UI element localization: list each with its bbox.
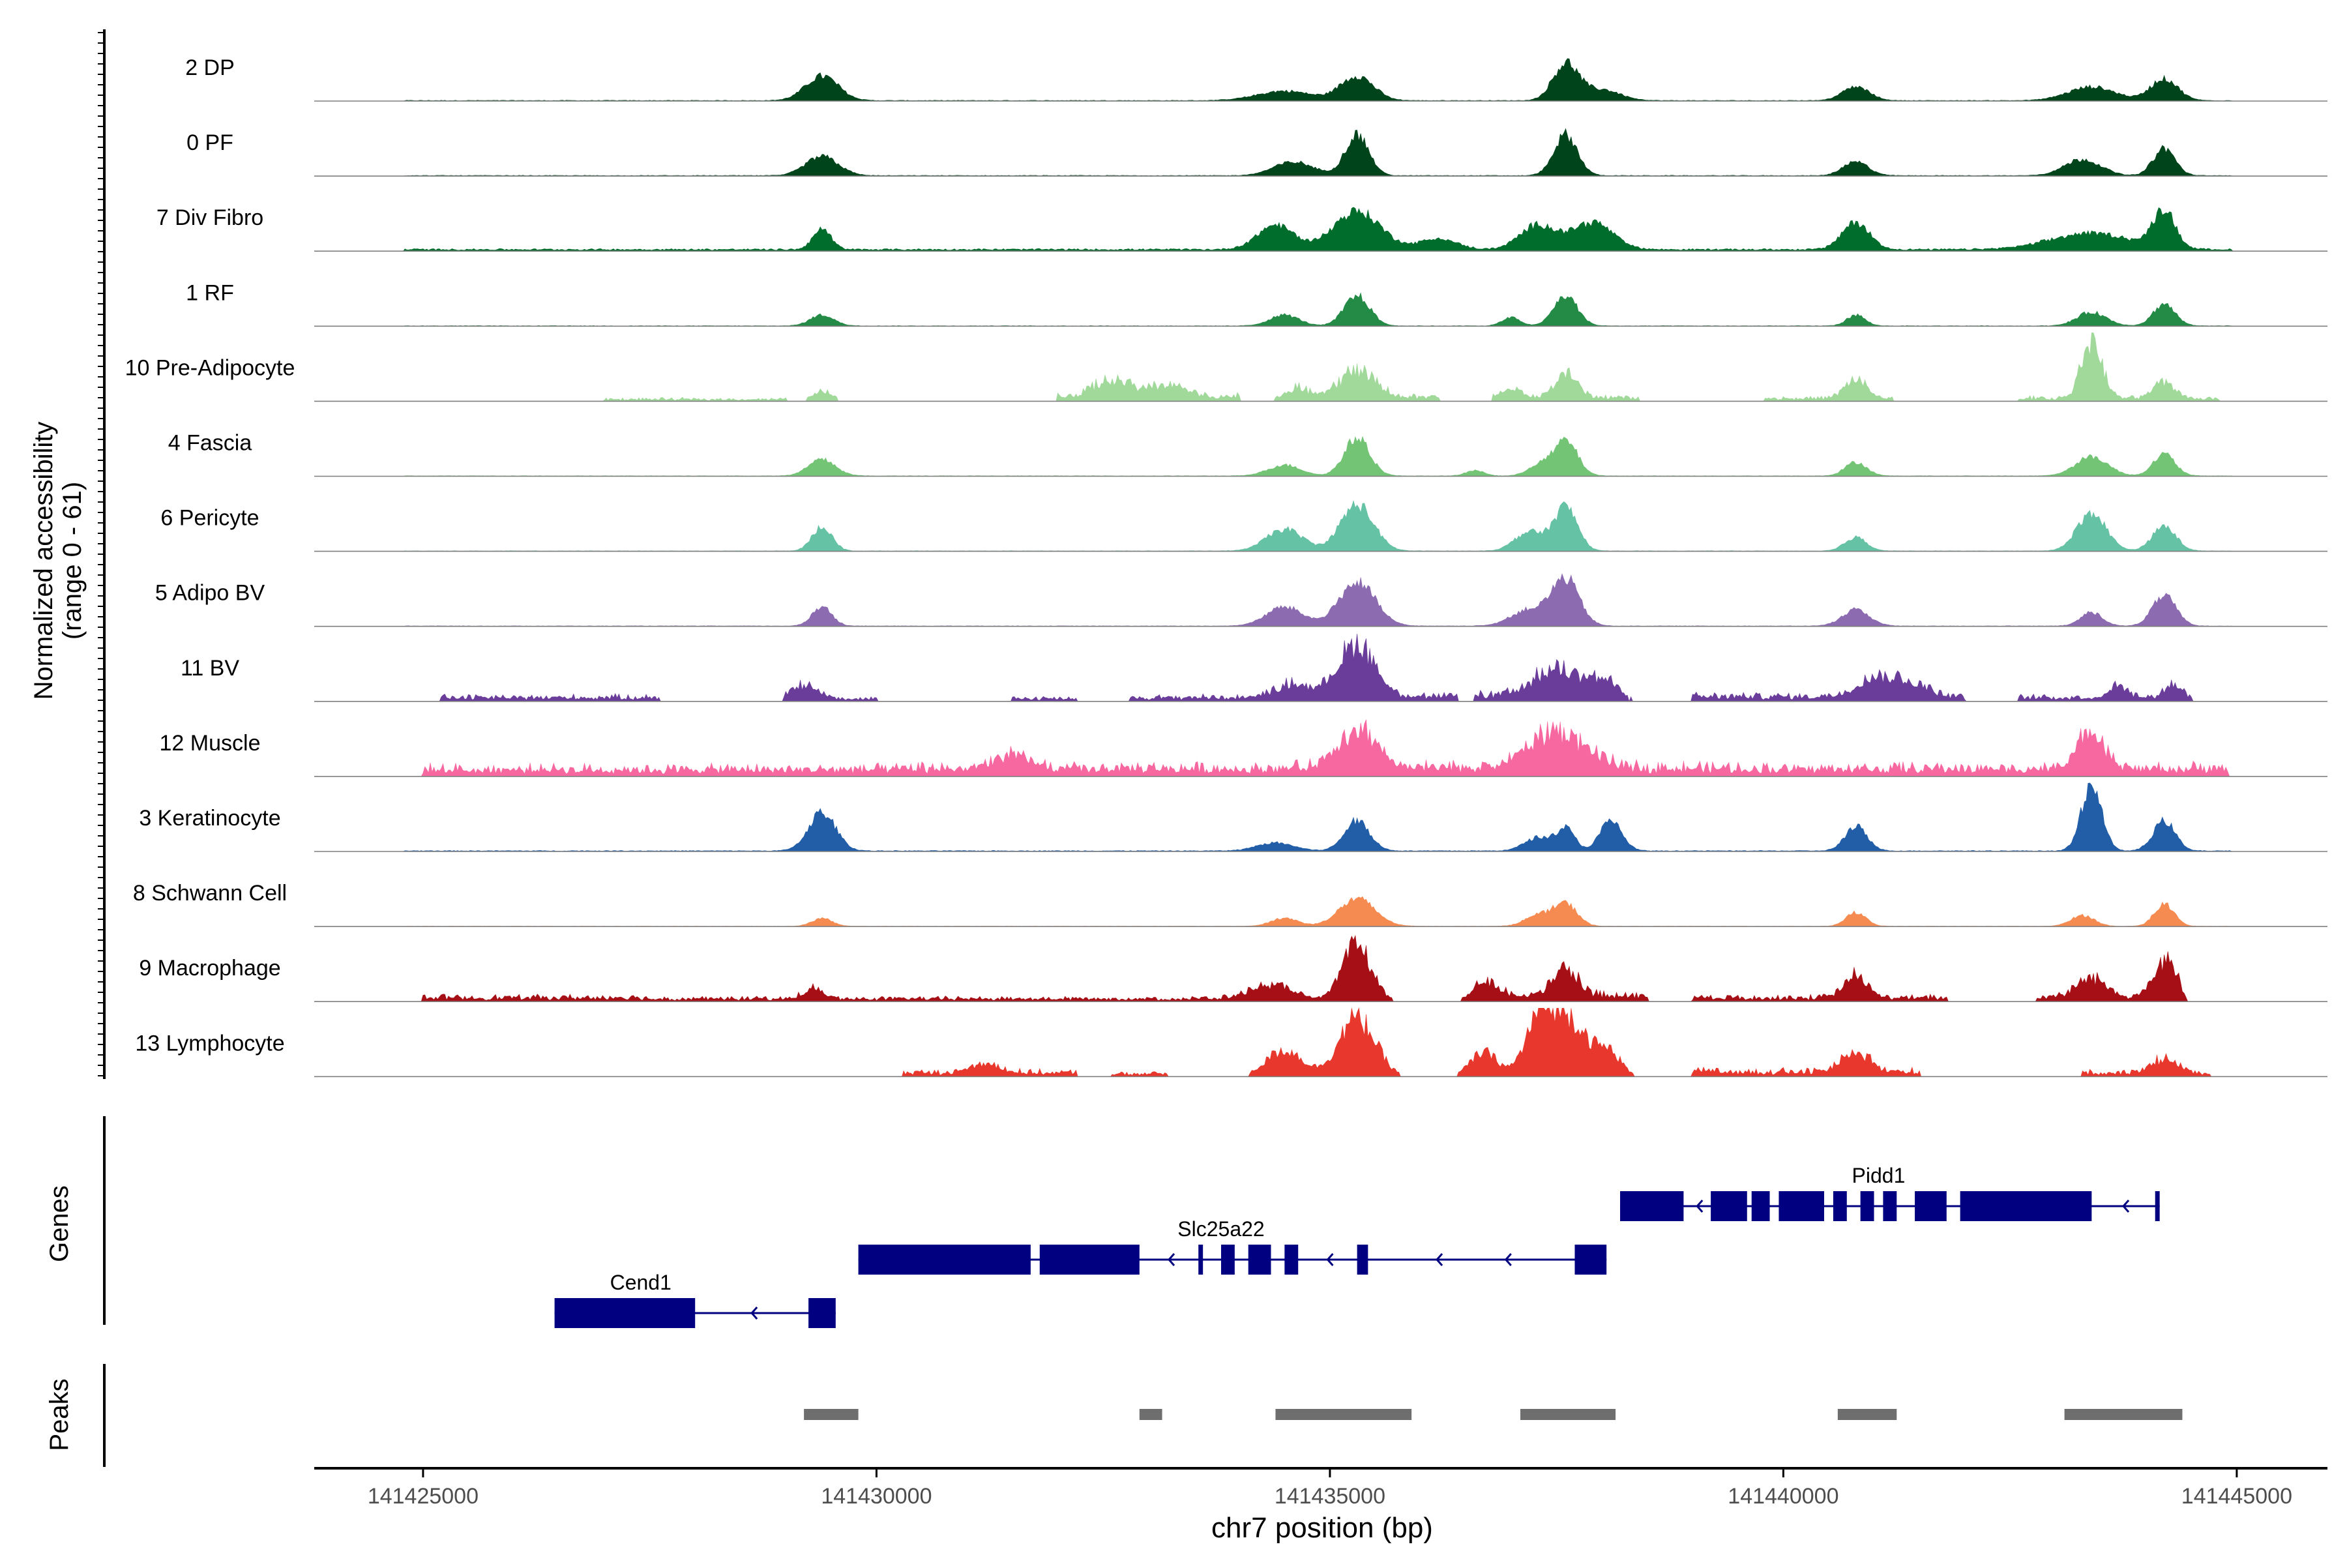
gene-exon bbox=[1833, 1191, 1847, 1221]
coverage-tracks: 2 DP 0 PF 7 Div Fibro 1 RF 10 Pre-Adipocyte 4… bbox=[125, 55, 2327, 1078]
gene-exon bbox=[1860, 1191, 1874, 1221]
track-label: 5 Adipo BV bbox=[155, 581, 265, 606]
track-label: 4 Fascia bbox=[168, 431, 252, 456]
coverage-area bbox=[314, 896, 2327, 927]
gene-exon bbox=[1357, 1245, 1368, 1275]
strand-arrow bbox=[1168, 1253, 1175, 1266]
track-11-bv: 11 BV bbox=[181, 634, 2327, 702]
track-label: 11 BV bbox=[181, 656, 239, 681]
coverage-area bbox=[314, 500, 2327, 552]
peak-region bbox=[2064, 1409, 2183, 1420]
genes-track-label: Genes bbox=[45, 1185, 74, 1262]
x-tick-label: 141425000 bbox=[368, 1484, 479, 1509]
peak-region bbox=[1520, 1409, 1616, 1420]
gene-exon bbox=[1248, 1245, 1271, 1275]
track-label: 0 PF bbox=[186, 130, 233, 155]
coverage-area bbox=[314, 1007, 2327, 1077]
gene-exon bbox=[1883, 1191, 1897, 1221]
gene-exon bbox=[858, 1245, 1031, 1275]
gene-exon bbox=[1574, 1245, 1607, 1275]
gene-exon bbox=[1915, 1191, 1947, 1221]
peaks-track bbox=[804, 1409, 2183, 1420]
strand-arrow bbox=[1436, 1253, 1443, 1266]
gene-cend1: Cend1 bbox=[554, 1271, 836, 1328]
x-tick-label: 141430000 bbox=[821, 1484, 932, 1509]
y-axis-title-range: (range 0 - 61) bbox=[58, 482, 87, 640]
coverage-area bbox=[314, 58, 2327, 102]
y-axis-title: Normalized accessibility bbox=[29, 422, 58, 700]
gene-exon bbox=[1711, 1191, 1747, 1221]
track-label: 10 Pre-Adipocyte bbox=[125, 355, 295, 380]
coverage-area bbox=[314, 934, 2327, 1002]
track-label: 3 Keratinocyte bbox=[139, 806, 280, 831]
track-2-dp: 2 DP bbox=[185, 55, 2327, 102]
strand-arrow bbox=[1696, 1200, 1704, 1213]
x-axis: 141425000 141430000 141435000 141440000 1414… bbox=[314, 1467, 2327, 1509]
track-0-pf: 0 PF bbox=[186, 128, 2327, 177]
track-12-muscle: 12 Muscle bbox=[160, 719, 2327, 777]
track-label: 12 Muscle bbox=[160, 731, 261, 756]
gene-exon bbox=[1220, 1245, 1235, 1275]
peak-region bbox=[1139, 1409, 1162, 1420]
coverage-area bbox=[314, 436, 2327, 477]
track-label: 13 Lymphocyte bbox=[135, 1031, 284, 1056]
track-13-lymphocyte: 13 Lymphocyte bbox=[135, 1007, 2327, 1078]
coverage-area bbox=[314, 719, 2327, 777]
x-axis-title: chr7 position (bp) bbox=[1211, 1512, 1433, 1544]
track-label: 2 DP bbox=[185, 55, 235, 80]
strand-arrow bbox=[750, 1307, 758, 1320]
track-6-pericyte: 6 Pericyte bbox=[160, 500, 2327, 552]
track-label: 7 Div Fibro bbox=[156, 205, 263, 230]
track-label: 6 Pericyte bbox=[160, 506, 259, 531]
x-tick-label: 141445000 bbox=[2181, 1484, 2292, 1509]
coverage-area bbox=[314, 782, 2327, 852]
track-3-keratinocyte: 3 Keratinocyte bbox=[139, 782, 2327, 852]
gene-exon bbox=[808, 1298, 836, 1328]
gene-exon bbox=[1779, 1191, 1824, 1221]
coverage-area bbox=[314, 128, 2327, 177]
track-8-schwann-cell: 8 Schwann Cell bbox=[133, 881, 2327, 927]
coverage-area bbox=[314, 292, 2327, 327]
peak-region bbox=[1275, 1409, 1412, 1420]
gene-exon bbox=[1039, 1245, 1140, 1275]
track-4-fascia: 4 Fascia bbox=[168, 431, 2327, 477]
strand-arrow bbox=[1504, 1253, 1512, 1266]
track-9-macrophage: 9 Macrophage bbox=[139, 934, 2327, 1002]
track-label: 1 RF bbox=[186, 280, 234, 305]
gene-exon bbox=[554, 1298, 696, 1328]
gene-exon bbox=[1751, 1191, 1770, 1221]
track-label: 9 Macrophage bbox=[139, 956, 280, 981]
gene-exon bbox=[1960, 1191, 2092, 1221]
gene-exon bbox=[2155, 1191, 2160, 1221]
track-5-adipo-bv: 5 Adipo BV bbox=[155, 573, 2327, 627]
axes-layer bbox=[98, 29, 106, 1467]
peak-region bbox=[1837, 1409, 1897, 1420]
gene-exon bbox=[1620, 1191, 1684, 1221]
x-tick-label: 141435000 bbox=[1275, 1484, 1385, 1509]
coverage-area bbox=[314, 207, 2327, 252]
peaks-track-label: Peaks bbox=[45, 1378, 74, 1451]
track-10-pre-adipocyte: 10 Pre-Adipocyte bbox=[125, 333, 2327, 402]
gene-exon bbox=[1284, 1245, 1299, 1275]
gene-name-label: Pidd1 bbox=[1852, 1164, 1906, 1187]
track-1-rf: 1 RF bbox=[186, 280, 2327, 327]
coverage-area bbox=[314, 333, 2327, 402]
gene-exon bbox=[1198, 1245, 1203, 1275]
strand-arrow bbox=[2122, 1200, 2130, 1213]
coverage-area bbox=[314, 634, 2327, 702]
strand-arrow bbox=[1326, 1253, 1334, 1266]
coverage-area bbox=[314, 573, 2327, 627]
x-tick-label: 141440000 bbox=[1728, 1484, 1838, 1509]
gene-pidd1: Pidd1 bbox=[1620, 1164, 2160, 1221]
gene-name-label: Slc25a22 bbox=[1177, 1217, 1264, 1241]
gene-slc25a22: Slc25a22 bbox=[858, 1217, 1607, 1275]
gene-name-label: Cend1 bbox=[610, 1271, 672, 1294]
gene-annotation-track: Cend1 Slc25a22 Pidd1 bbox=[554, 1164, 2160, 1328]
track-7-div-fibro: 7 Div Fibro bbox=[156, 205, 2327, 252]
track-label: 8 Schwann Cell bbox=[133, 881, 287, 906]
peak-region bbox=[804, 1409, 859, 1420]
